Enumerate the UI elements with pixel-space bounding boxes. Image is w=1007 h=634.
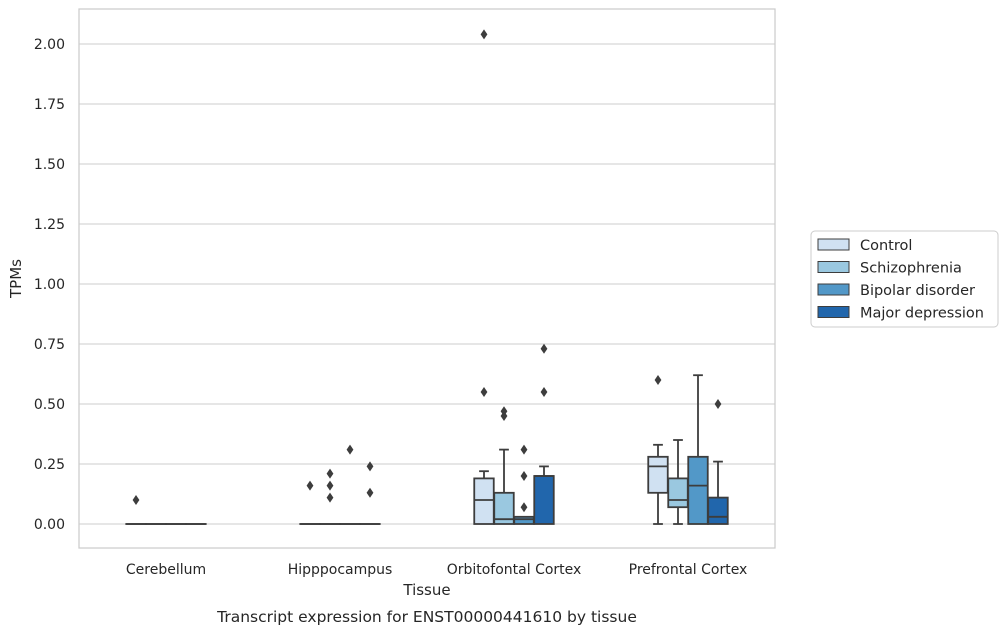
box-3-1 [359, 461, 381, 525]
outlier-point [714, 399, 722, 409]
box-body [473, 477, 495, 525]
box-0-0 [125, 495, 147, 525]
outlier-point [366, 461, 374, 472]
outlier-point [326, 492, 334, 503]
box-body [687, 455, 709, 525]
x-tick-label: Cerebellum [126, 562, 206, 578]
outlier-point [654, 375, 662, 385]
y-tick-labels: 0.00 0.25 0.50 0.75 1.00 1.25 1.50 1.75 2.00 [34, 37, 65, 533]
box-3-2 [533, 343, 555, 525]
x-axis-label: Tissue [402, 581, 450, 599]
box-1-2 [493, 406, 515, 525]
y-tick-label: 1.00 [34, 277, 65, 293]
outlier-point [132, 495, 140, 505]
y-tick-label: 0.25 [34, 457, 65, 473]
legend-label: Bipolar disorder [860, 283, 975, 299]
outlier-point [500, 406, 508, 417]
legend-label: Schizophrenia [860, 261, 962, 277]
box-0-3 [647, 375, 669, 525]
y-tick-label: 0.50 [34, 397, 65, 413]
plot-frame [78, 8, 776, 549]
y-gridlines [79, 43, 775, 525]
y-tick-label: 0.00 [34, 517, 65, 533]
y-tick-label: 2.00 [34, 37, 65, 53]
legend-item: Major depression [817, 306, 984, 322]
outlier-point [326, 468, 334, 479]
legend-frame [810, 230, 999, 328]
legend-item: Bipolar disorder [817, 283, 975, 299]
box-body [493, 491, 515, 525]
outlier-point [520, 502, 528, 513]
box-body [533, 475, 555, 525]
legend-label: Major depression [860, 306, 984, 322]
box-body [647, 455, 669, 494]
box-2-2 [513, 444, 535, 525]
box-1-3 [667, 439, 689, 525]
box-plots [125, 29, 729, 525]
x-tick-label: Hipppocampus [288, 562, 393, 578]
legend-swatch [817, 238, 850, 251]
box-2-1 [339, 444, 361, 525]
outlier-point [480, 387, 488, 397]
y-tick-label: 0.75 [34, 337, 65, 353]
outlier-point [520, 444, 528, 455]
legend-item: Control [817, 238, 912, 254]
box-3-3 [707, 399, 729, 525]
box-body [667, 477, 689, 509]
box-2-3 [687, 374, 709, 525]
box-1-1 [319, 468, 341, 525]
x-tick-label: Prefrontal Cortex [629, 562, 748, 578]
outlier-point [366, 487, 374, 498]
x-tick-labels: Cerebellum Hipppocampus Orbitofontal Corte… [126, 562, 747, 578]
y-axis-label: TPMs [7, 259, 25, 299]
outlier-point [540, 387, 548, 397]
y-tick-label: 1.50 [34, 157, 65, 173]
box-body [707, 496, 729, 525]
legend-swatch [817, 261, 850, 273]
chart-caption: Transcript expression for ENST0000044161… [216, 608, 637, 626]
outlier-point [346, 444, 354, 455]
outlier-point [480, 29, 488, 40]
outlier-point [540, 343, 548, 354]
y-tick-label: 1.25 [34, 217, 65, 233]
outlier-point [520, 471, 528, 481]
y-tick-label: 1.75 [34, 97, 65, 113]
box-body [513, 515, 535, 525]
box-0-1 [299, 480, 321, 525]
box-0-2 [473, 29, 495, 525]
legend-item: Schizophrenia [817, 261, 962, 277]
legend-swatch [817, 306, 850, 318]
outlier-point [326, 480, 334, 491]
legend: Control Schizophrenia Bipolar disorder Majo… [810, 230, 999, 328]
x-tick-label: Orbitofontal Cortex [447, 562, 582, 578]
legend-label: Control [860, 238, 912, 254]
legend-swatch [817, 283, 850, 296]
outlier-point [306, 480, 314, 491]
